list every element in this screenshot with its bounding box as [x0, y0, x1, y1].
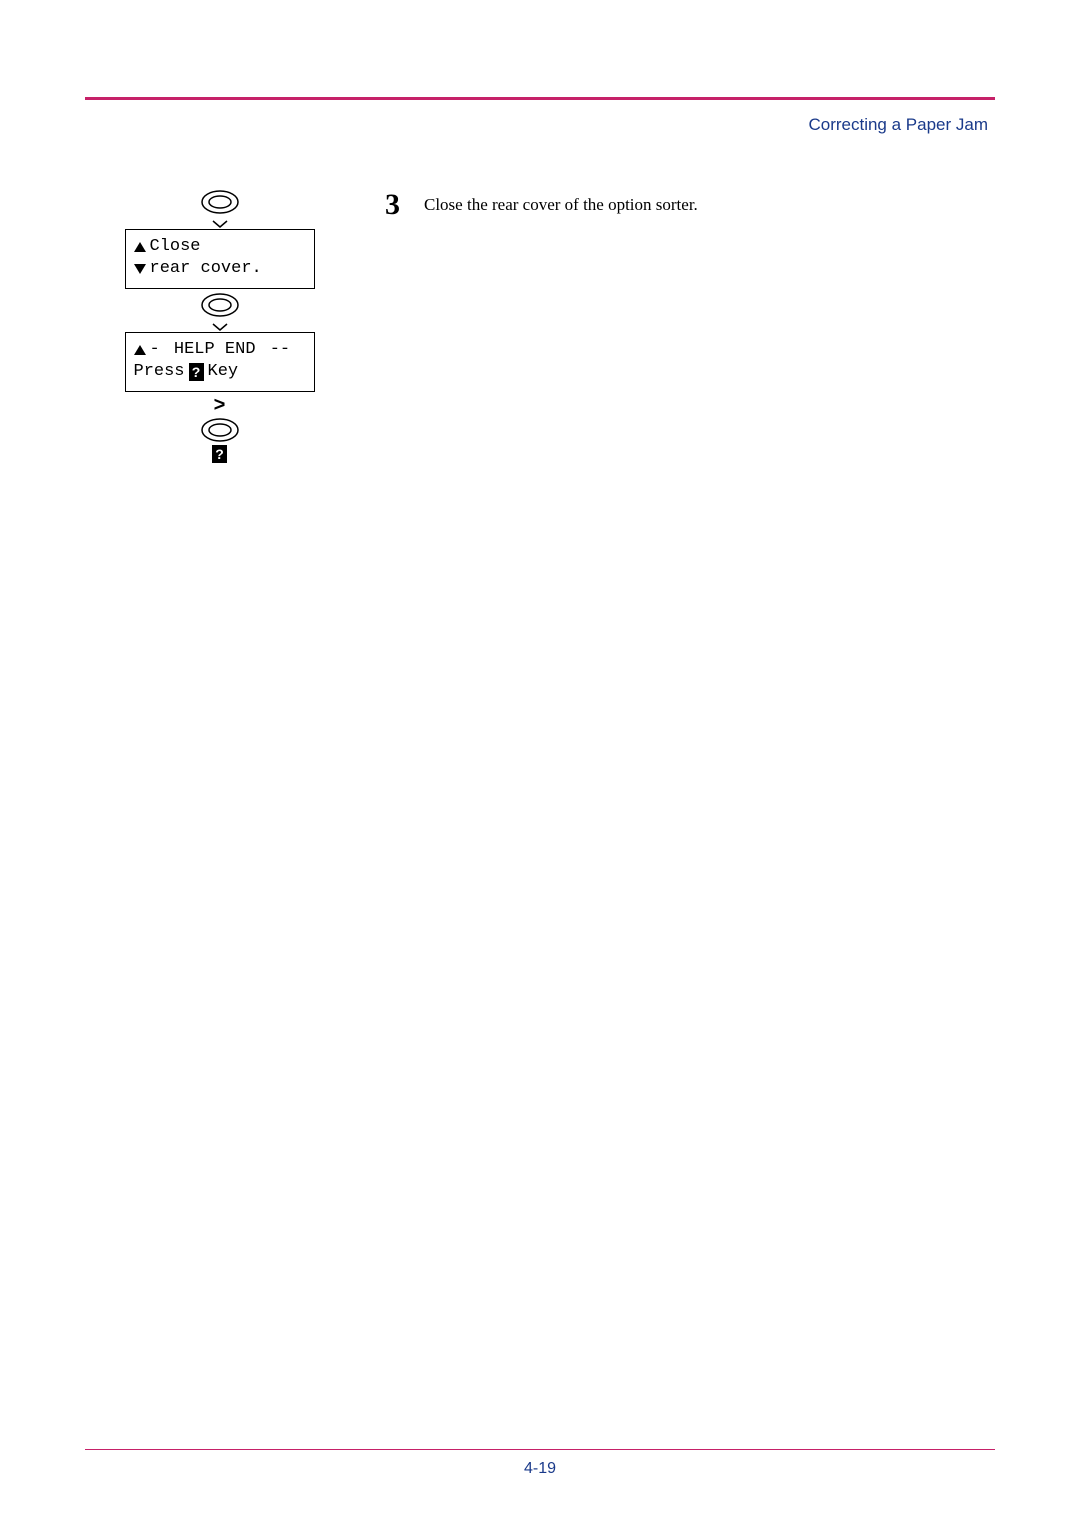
content-row: Close rear cover. [112, 186, 988, 466]
lcd-line-2: rear cover. [134, 258, 306, 280]
page: Correcting a Paper Jam [0, 0, 1080, 1528]
triangle-up-icon [134, 242, 146, 252]
step-number: 3 [385, 190, 400, 220]
step-text: Close the rear cover of the option sorte… [424, 192, 698, 217]
scroll-ellipse-icon [200, 417, 240, 443]
step-column: 3 Close the rear cover of the option sor… [327, 186, 988, 222]
flow-connector-top [200, 189, 240, 226]
lcd2-line-1: - HELP END -- [134, 339, 306, 361]
lcd2-press: Press [134, 361, 185, 383]
lcd-display-box-1: Close rear cover. [125, 229, 315, 289]
lcd2-dash-left: - [150, 339, 160, 361]
chevron-down-icon [211, 216, 229, 226]
bottom-rule [85, 1449, 995, 1450]
top-rule [85, 97, 995, 100]
lcd-line-1: Close [134, 236, 306, 258]
lcd2-key: Key [208, 361, 239, 383]
lcd2-line-2: Press ? Key [134, 361, 306, 383]
page-number: 4-19 [0, 1460, 1080, 1478]
flow-connector-bottom: > ? [200, 395, 240, 463]
lcd1-text2: rear cover. [150, 258, 262, 280]
flow-connector-mid [200, 292, 240, 329]
lcd-display-box-2: - HELP END -- Press ? Key [125, 332, 315, 392]
triangle-up-icon [134, 345, 146, 355]
lcd2-help-end: HELP END [174, 339, 256, 361]
triangle-down-icon [134, 264, 146, 274]
question-key-icon: ? [189, 363, 204, 381]
diagram-column: Close rear cover. [112, 186, 327, 466]
lcd2-dash-right: -- [270, 339, 290, 361]
scroll-ellipse-icon [200, 292, 240, 318]
chevron-down-icon [211, 319, 229, 329]
scroll-ellipse-icon [200, 189, 240, 215]
greater-than-icon: > [213, 397, 225, 417]
section-header: Correcting a Paper Jam [808, 115, 988, 135]
question-key-icon: ? [212, 445, 227, 463]
lcd1-text1: Close [150, 236, 201, 258]
